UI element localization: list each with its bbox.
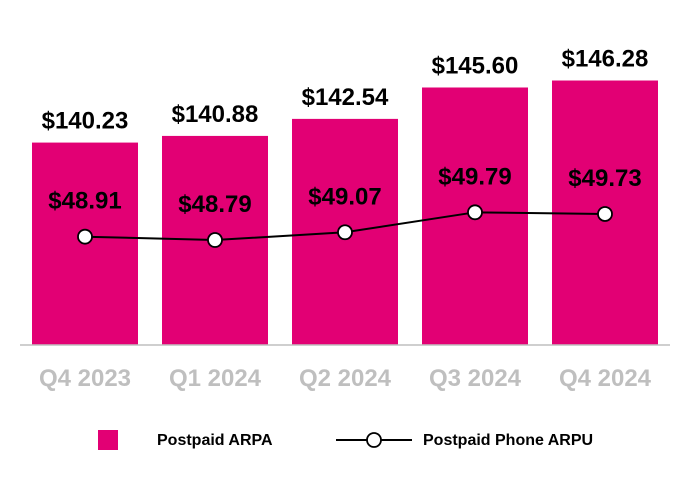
legend-swatch-postpaid-arpa: [98, 430, 118, 450]
x-tick-label-q1-2024: Q1 2024: [169, 365, 262, 392]
bar-label-q4-2023: $140.23: [42, 108, 129, 135]
bar-label-q4-2024: $146.28: [562, 46, 649, 73]
x-tick-label-q3-2024: Q3 2024: [429, 365, 522, 392]
x-tick-label-q4-2024: Q4 2024: [559, 365, 652, 392]
line-point-q3-2024: [467, 204, 483, 221]
x-tick-label-q2-2024: Q2 2024: [299, 365, 392, 392]
line-label-q1-2024: $48.79: [178, 191, 251, 218]
line-label-q4-2023: $48.91: [48, 188, 121, 215]
ticks-layer: Q4 2023 Q1 2024 Q2 2024 Q3 2024 Q4 2024: [39, 365, 652, 392]
line-label-q3-2024: $49.79: [438, 163, 511, 190]
line-point-q2-2024: [337, 224, 353, 241]
legend-label-postpaid-phone-arpu: Postpaid Phone ARPU: [423, 432, 593, 449]
line-layer: [77, 204, 613, 248]
line-label-q4-2024: $49.73: [568, 165, 641, 192]
legend-label-postpaid-arpa: Postpaid ARPA: [157, 432, 273, 449]
legend: Postpaid ARPA Postpaid Phone ARPU: [98, 430, 593, 450]
legend-marker-postpaid-phone-arpu: [366, 432, 382, 448]
bar-label-q2-2024: $142.54: [302, 84, 389, 111]
line-point-q4-2023: [77, 228, 93, 245]
line-label-q2-2024: $49.07: [308, 183, 381, 210]
line-point-q4-2024: [597, 206, 613, 222]
bar-label-q3-2024: $145.60: [432, 52, 519, 79]
labels-layer: $140.23 $48.91 $140.88 $48.79 $142.54 $49.07 $…: [42, 46, 649, 219]
x-tick-label-q4-2023: Q4 2023: [39, 365, 131, 392]
bar-label-q1-2024: $140.88: [172, 101, 259, 128]
line-point-q1-2024: [207, 232, 223, 248]
